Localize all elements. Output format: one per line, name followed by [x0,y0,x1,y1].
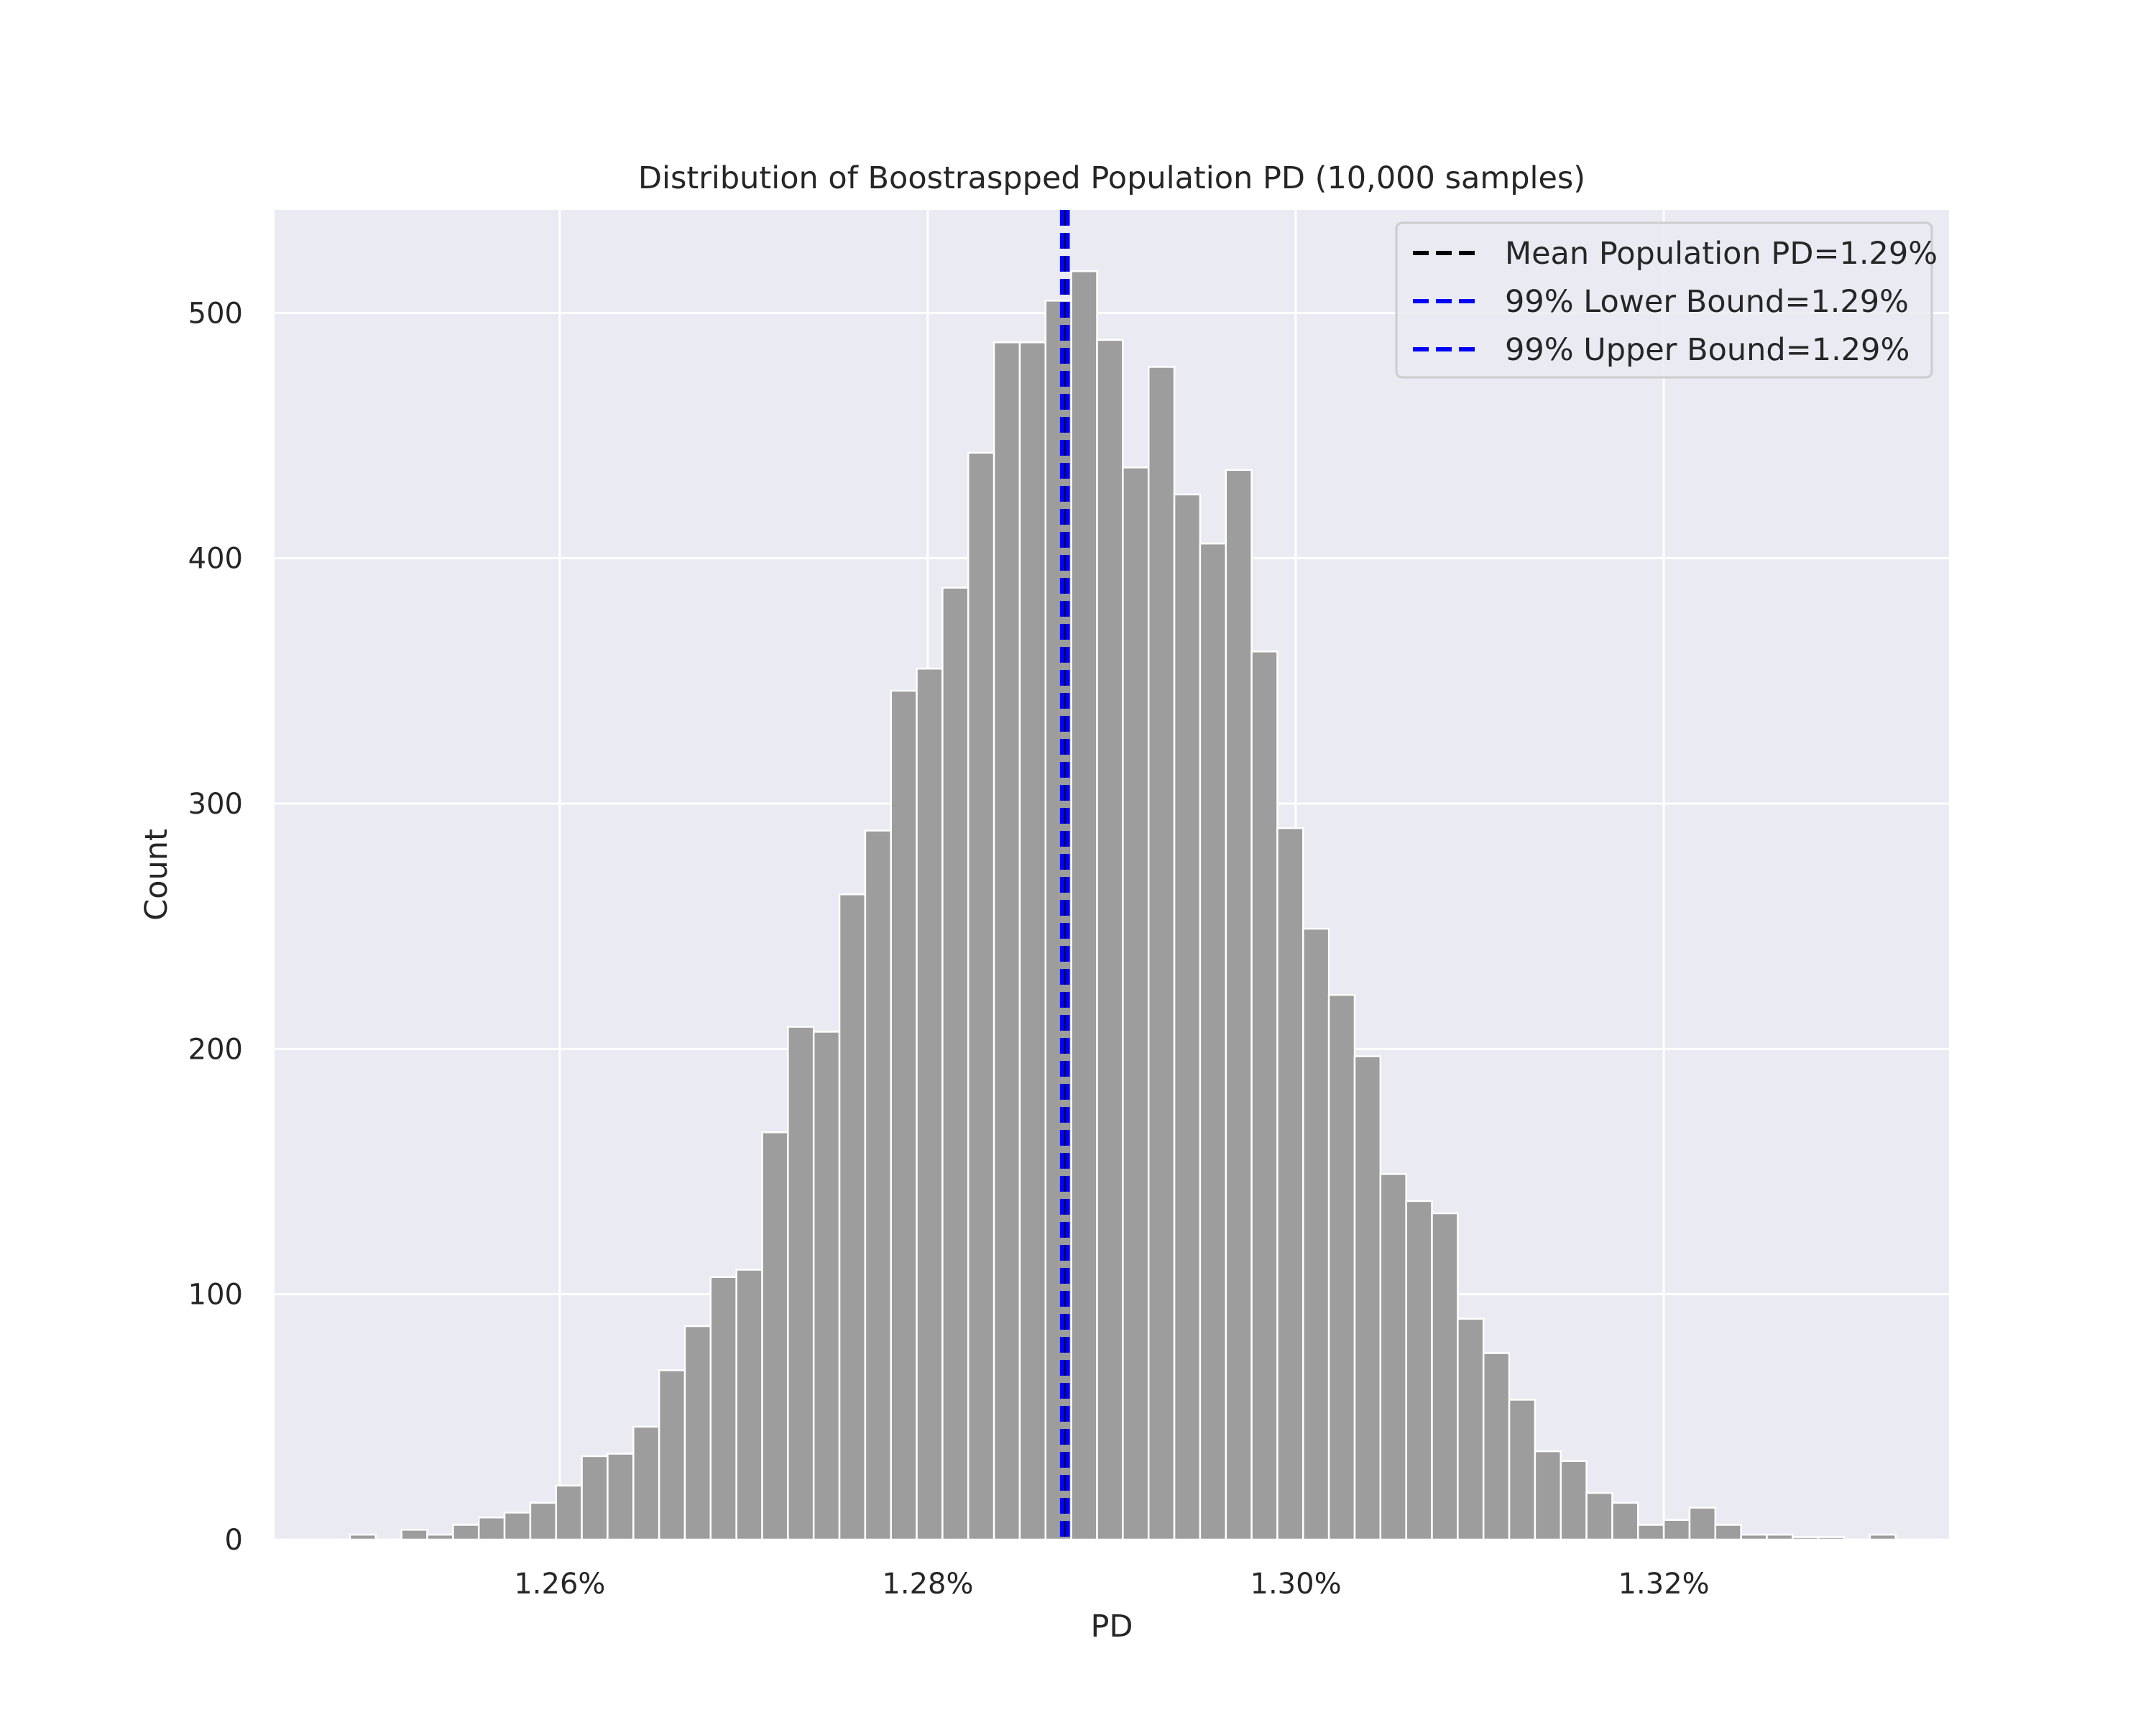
histogram-bar [967,451,995,1541]
histogram-bar [581,1455,609,1541]
histogram-bar [1637,1524,1665,1541]
histogram-bar [838,893,867,1541]
histogram-bar [632,1425,660,1541]
histogram-bar [890,689,918,1541]
histogram-bar [1250,650,1279,1541]
histogram-bar [1302,927,1330,1541]
y-axis-label: Count [139,829,175,921]
histogram-bar [812,1031,841,1541]
histogram-bar [1018,341,1047,1541]
legend-label: Mean Population PD=1.29% [1505,236,1938,272]
y-tick-label: 500 [188,297,243,330]
histogram-bar [529,1501,557,1541]
histogram-bar [1096,339,1124,1541]
histogram-bar [452,1524,480,1541]
histogram-bar [1276,827,1304,1541]
histogram-bar [992,341,1021,1541]
histogram-bar [1585,1491,1613,1541]
histogram-bar [1405,1200,1433,1541]
histogram-bar [1766,1533,1794,1541]
histogram-bar [1327,994,1356,1541]
histogram-bar [1147,366,1176,1541]
histogram-bar [1173,493,1202,1541]
legend-label: 99% Lower Bound=1.29% [1505,284,1909,320]
x-tick-label: 1.32% [1618,1568,1710,1601]
y-tick-label: 200 [188,1033,243,1066]
histogram-bar [864,829,892,1541]
histogram-bars [349,270,1897,1541]
histogram-bar [1560,1460,1588,1541]
y-tick-label: 400 [188,543,243,576]
legend: Mean Population PD=1.29% 99% Lower Bound=… [1395,221,1938,379]
histogram-bar [1740,1533,1768,1541]
histogram-bar [1379,1173,1407,1541]
histogram-bar [941,586,969,1541]
histogram-bar [683,1325,712,1541]
histogram-bar [1714,1524,1742,1541]
histogram-bar [1431,1212,1459,1541]
x-tick-label: 1.26% [514,1568,605,1601]
x-tick-label: 1.30% [1250,1568,1342,1601]
histogram-bar [735,1269,763,1541]
histogram-bar [1869,1533,1897,1541]
histogram-bar [1070,270,1098,1541]
histogram-bar [555,1484,583,1541]
x-axis-label: PD [1090,1609,1133,1644]
histogram-bar [1508,1399,1537,1541]
histogram-bar [787,1026,815,1541]
histogram-bar [658,1369,686,1541]
legend-label: 99% Upper Bound=1.29% [1505,332,1909,368]
histogram-bar [477,1517,506,1541]
histogram-bar [1662,1519,1691,1541]
histogram-bar [1792,1536,1820,1541]
x-tick-label: 1.28% [882,1568,973,1601]
histogram-bar [1353,1055,1382,1541]
reference-lines [1059,210,1070,1540]
histogram-bar [426,1533,454,1541]
histogram-bar [709,1276,737,1541]
tick-labels: 1.26% 1.28% 1.30% 1.32% 0 100 200 300 400 500 [188,297,1710,1601]
chart-title: Distribution of Boostraspped Population … [638,160,1585,196]
histogram-bar [1199,542,1227,1541]
y-tick-label: 100 [188,1279,243,1312]
histogram-bar [1817,1536,1846,1541]
histogram-bar [400,1529,428,1541]
histogram-bar [1122,466,1150,1541]
histogram-bar [761,1131,789,1541]
histogram-bar [1225,469,1253,1541]
histogram-bar [349,1533,377,1541]
y-tick-label: 0 [225,1524,243,1557]
histogram-bar [1534,1450,1562,1541]
histogram-bar [503,1512,532,1541]
histogram-bar [916,668,944,1541]
legend-box [1395,221,1933,379]
histogram-bar [1611,1501,1639,1541]
histogram-bar [1457,1317,1485,1541]
y-tick-label: 300 [188,788,243,821]
histogram-bar [607,1453,635,1541]
histogram-bar [1482,1352,1511,1541]
histogram-bar [1688,1506,1717,1541]
